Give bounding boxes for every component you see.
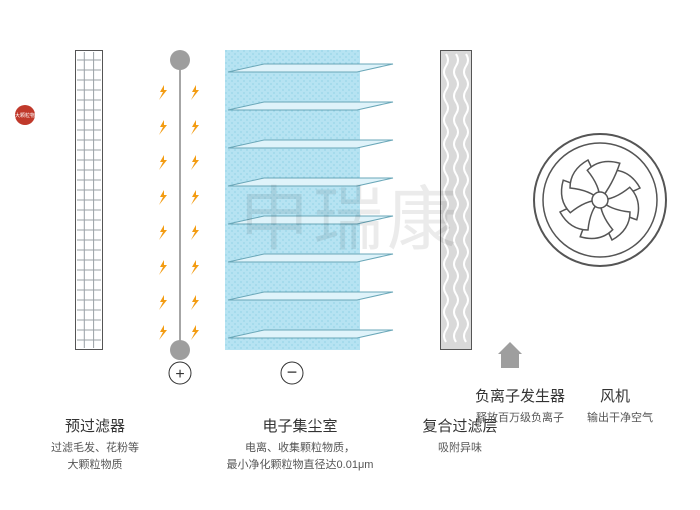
diagram-canvas: 大颗粒物 xyxy=(0,0,700,510)
collector-icon: − xyxy=(225,50,400,390)
collector-polarity: − xyxy=(287,362,298,382)
neg-ion-title: 负离子发生器 xyxy=(460,385,580,406)
ionizer-polarity: + xyxy=(175,366,184,383)
fan-icon xyxy=(532,132,668,268)
collector-title: 电子集尘室 xyxy=(240,415,360,436)
composite-filter-icon xyxy=(440,50,472,350)
composite-desc: 吸附异味 xyxy=(410,440,510,457)
neg-ion-desc: 释放百万级负离子 xyxy=(460,410,580,427)
collector-desc: 电离、收集颗粒物质， 最小净化颗粒物直径达0.01μm xyxy=(210,440,390,473)
particle-dot: 大颗粒物 xyxy=(10,100,40,130)
neg-ion-icon xyxy=(495,340,525,370)
prefilter-icon xyxy=(75,50,103,350)
fan-title: 风机 xyxy=(585,385,645,406)
ionizer-icon: + xyxy=(130,45,230,385)
prefilter-title: 预过滤器 xyxy=(45,415,145,436)
prefilter-desc: 过滤毛发、花粉等 大颗粒物质 xyxy=(30,440,160,473)
particle-label: 大颗粒物 xyxy=(15,112,35,119)
fan-desc: 输出干净空气 xyxy=(575,410,665,427)
